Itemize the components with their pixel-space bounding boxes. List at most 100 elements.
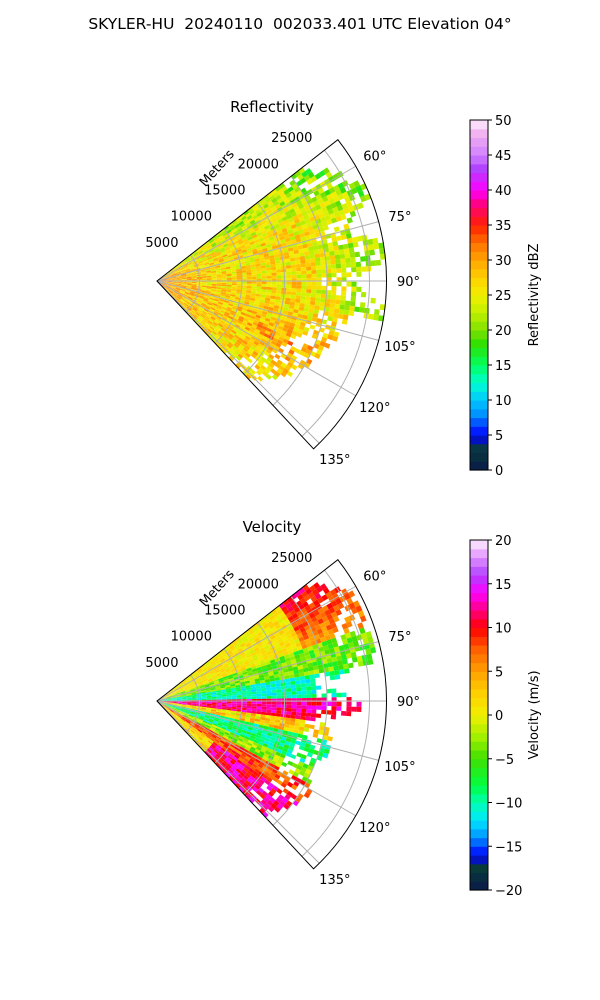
data-cell (298, 649, 304, 655)
data-cell (166, 274, 171, 277)
data-cell (213, 259, 219, 263)
data-cell (327, 208, 334, 215)
data-cell (176, 278, 182, 280)
data-cell (171, 274, 176, 277)
data-cell (227, 241, 233, 246)
data-cell (262, 743, 269, 748)
data-cell (259, 807, 266, 815)
data-cell (170, 272, 176, 276)
data-cell (211, 285, 217, 288)
data-cell (251, 710, 257, 714)
data-cell (335, 215, 342, 222)
data-cell (241, 694, 247, 698)
data-cell (329, 255, 336, 261)
data-cell (226, 763, 232, 769)
azimuth-tick-label: 90° (397, 695, 420, 710)
data-cell (207, 256, 213, 261)
data-cell (231, 271, 237, 274)
data-cell (180, 271, 186, 274)
data-cell (300, 220, 306, 226)
data-cell (245, 222, 252, 228)
data-cell (266, 348, 272, 354)
colorbar-segment (470, 592, 488, 602)
data-cell (268, 742, 275, 747)
data-cell (246, 322, 253, 327)
data-cell (219, 715, 226, 719)
data-cell (238, 736, 245, 741)
colorbar-segment (470, 837, 488, 847)
data-cell (343, 592, 351, 600)
data-cell (221, 650, 227, 655)
data-cell (198, 260, 204, 264)
data-cell (301, 701, 307, 706)
data-cell (322, 752, 329, 759)
data-cell (270, 803, 277, 810)
data-cell (166, 278, 172, 280)
colorbar-segment (470, 338, 488, 349)
data-cell (166, 695, 172, 698)
data-cell (171, 279, 177, 281)
data-cell (261, 687, 267, 692)
data-cell (309, 304, 315, 310)
data-cell (242, 658, 249, 663)
data-cell (308, 761, 315, 768)
data-cell (191, 286, 197, 288)
data-cell (302, 734, 308, 740)
data-cell (296, 705, 302, 709)
data-cell (173, 687, 179, 691)
data-cell (300, 656, 307, 662)
data-cell (313, 190, 320, 197)
data-cell (221, 701, 227, 703)
data-cell (216, 651, 222, 657)
data-cell (320, 636, 327, 643)
data-cell (350, 257, 356, 263)
data-cell (220, 658, 226, 663)
data-cell (299, 303, 305, 308)
data-cell (221, 287, 227, 290)
data-cell (176, 275, 182, 277)
data-cell (242, 727, 248, 732)
data-cell (262, 811, 269, 818)
data-cell (190, 309, 196, 314)
data-cell (256, 701, 262, 704)
data-cell (204, 307, 210, 311)
data-cell (171, 276, 177, 279)
colorbar-segment (470, 391, 488, 401)
data-cell (219, 740, 226, 745)
data-cell (182, 262, 187, 266)
data-cell (166, 275, 172, 278)
data-cell (372, 237, 379, 245)
data-cell (260, 758, 267, 764)
data-cell (313, 329, 319, 336)
data-cell (307, 312, 314, 317)
data-cell (228, 733, 235, 738)
data-cell (198, 682, 204, 685)
data-cell (263, 195, 270, 201)
data-cell (191, 272, 197, 275)
data-cell (196, 300, 202, 304)
data-cell (216, 306, 222, 310)
data-cell (254, 629, 261, 635)
data-cell (186, 695, 192, 697)
data-cell (217, 743, 223, 748)
data-cell (248, 775, 255, 781)
data-cell (278, 756, 285, 762)
data-cell (209, 325, 215, 331)
data-cell (191, 692, 197, 695)
data-cell (215, 746, 221, 751)
colorbar-segment (470, 601, 488, 611)
data-cell (184, 713, 189, 717)
data-cell (260, 716, 266, 721)
data-cell (166, 285, 171, 288)
data-cell (176, 276, 182, 278)
data-cell (201, 272, 207, 275)
grid (156, 569, 387, 864)
data-cell (228, 753, 234, 759)
data-cell (250, 295, 256, 299)
data-cell (236, 285, 242, 288)
data-cell (209, 296, 215, 299)
data-cell (264, 771, 271, 777)
data-cell (225, 740, 231, 746)
data-cell (246, 770, 253, 776)
data-cell (259, 659, 266, 665)
